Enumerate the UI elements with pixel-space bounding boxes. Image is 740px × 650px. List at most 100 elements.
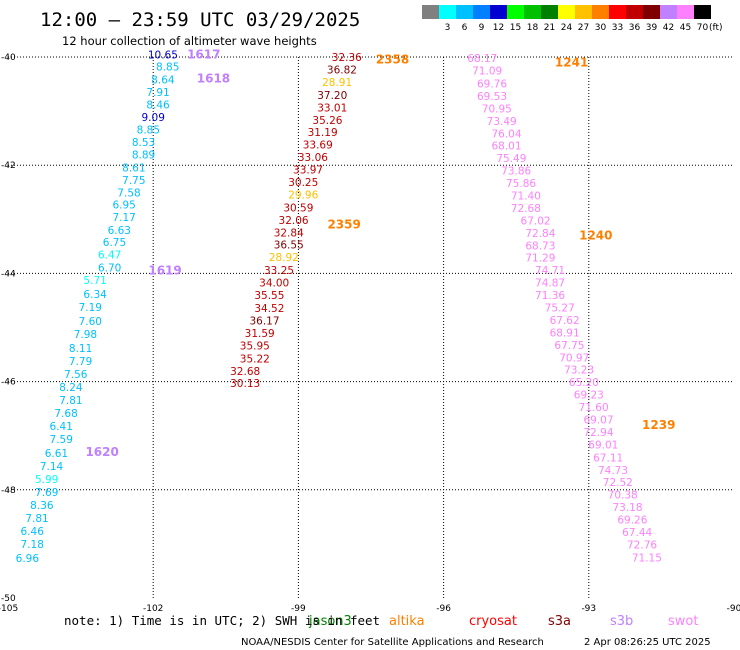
colorbar-swatch: [694, 5, 711, 19]
wave-height-label: 74.87: [535, 278, 565, 290]
wave-height-label: 7.58: [117, 187, 140, 199]
colorbar-swatch: [609, 5, 626, 19]
wave-height-label: 8.61: [122, 162, 145, 174]
wave-height-label: 71.60: [579, 402, 609, 414]
wave-height-label: 73.86: [501, 166, 531, 178]
wave-height-label: 68.91: [550, 327, 580, 339]
wave-height-label: 76.04: [491, 128, 521, 140]
wave-height-label: 8.46: [146, 100, 170, 112]
pass-time-labels: 1617 1618 1619 1620 2358 2359 1241 1240 1239: [85, 47, 675, 459]
wave-height-label: 6.61: [45, 448, 68, 460]
y-tick-label: -48: [1, 486, 16, 496]
wave-height-label: 29.96: [288, 189, 318, 201]
colorbar-swatch: [422, 5, 439, 19]
legend-entry: swot: [668, 614, 698, 629]
wave-height-label: 7.75: [122, 175, 145, 187]
colorbar-swatch: [473, 5, 490, 19]
wave-height-label: 70.95: [482, 103, 512, 115]
wave-height-label: 73.49: [487, 116, 517, 128]
colorbar-tick-label: 30: [595, 23, 607, 33]
wave-height-label: 33.06: [298, 152, 328, 164]
colorbar-tick-label: 36: [629, 23, 641, 33]
wave-height-label: 6.34: [83, 289, 107, 301]
wave-height-label: 72.94: [583, 427, 613, 439]
wave-height-label: 8.24: [59, 382, 83, 394]
colorbar-tick-label: 39: [646, 23, 658, 33]
wave-height-labels: 10.658.858.647.918.469.098.858.538.898.6…: [16, 49, 662, 565]
pass-time-label: 2359: [327, 218, 360, 232]
pass-time-label: 2358: [376, 53, 409, 67]
wave-height-label: 7.59: [50, 434, 73, 446]
wave-height-label: 71.29: [525, 253, 555, 265]
wave-height-label: 73.23: [564, 365, 594, 377]
wave-height-label: 32.68: [230, 366, 260, 378]
colorbar-tick-label: 42: [663, 23, 674, 33]
wave-height-label: 7.68: [54, 408, 77, 420]
colorbar-swatch: [660, 5, 677, 19]
wave-height-label: 74.71: [535, 265, 565, 277]
wave-height-label: 68.73: [525, 240, 555, 252]
wave-height-label: 8.36: [30, 500, 54, 512]
wave-height-label: 34.52: [254, 303, 284, 315]
wave-height-label: 69.26: [617, 515, 647, 527]
satellite-legend: jason3 altika cryosat s3a s3b swot: [308, 614, 698, 629]
colorbar: 3 6 9 12 15 18 21 24 27 30 33 36 39 42 45 70 (ft): [422, 5, 723, 33]
colorbar-tick-label: 9: [479, 23, 485, 33]
wave-height-label: 74.73: [598, 465, 628, 477]
wave-height-label: 6.46: [21, 526, 45, 538]
wave-height-label: 33.69: [303, 140, 333, 152]
wave-height-label: 71.15: [632, 552, 662, 564]
wave-height-label: 69.07: [583, 414, 613, 426]
wave-height-label: 67.75: [554, 340, 584, 352]
colorbar-swatch: [507, 5, 524, 19]
colorbar-swatch: [592, 5, 609, 19]
colorbar-swatch: [524, 5, 541, 19]
legend-entry: jason3: [308, 614, 352, 629]
wave-height-label: 33.01: [317, 102, 347, 114]
wave-height-label: 67.62: [550, 315, 580, 327]
wave-height-label: 35.95: [240, 340, 270, 352]
plot-grid: -105 -102 -99 -96 -93 -90 -40 -42 -44 -46 -48 -50: [0, 53, 740, 614]
legend-entry: s3b: [610, 614, 633, 629]
wave-height-label: 72.76: [627, 539, 657, 551]
chart-subtitle: 12 hour collection of altimeter wave hei…: [62, 34, 317, 48]
wave-height-label: 6.70: [98, 262, 121, 274]
wave-height-label: 36.82: [327, 64, 357, 76]
wave-height-label: 8.85: [156, 62, 179, 74]
wave-height-label: 37.20: [317, 90, 347, 102]
wave-height-label: 68.01: [491, 141, 521, 153]
wave-height-label: 7.19: [79, 302, 102, 314]
x-tick-label: -90: [727, 604, 740, 614]
wave-height-label: 6.41: [50, 421, 73, 433]
wave-height-label: 72.84: [525, 228, 555, 240]
wave-height-label: 7.81: [25, 513, 48, 525]
pass-time-label: 1618: [197, 72, 230, 86]
wave-height-label: 5.71: [83, 275, 106, 287]
wave-height-label: 31.19: [308, 127, 338, 139]
wave-height-label: 7.79: [69, 356, 92, 368]
x-tick-label: -99: [291, 604, 306, 614]
pass-time-label: 1619: [148, 264, 181, 278]
wave-height-label: 75.86: [506, 178, 536, 190]
colorbar-tick-label: 12: [493, 23, 504, 33]
wave-height-label: 30.25: [288, 177, 318, 189]
pass-time-label: 1620: [85, 445, 118, 459]
colorbar-tick-label: 24: [561, 23, 573, 33]
wave-height-label: 32.84: [274, 227, 304, 239]
colorbar-unit: (ft): [709, 23, 723, 33]
wave-height-label: 67.11: [593, 452, 623, 464]
wave-height-label: 69.01: [588, 439, 618, 451]
y-tick-label: -46: [1, 378, 16, 388]
wave-height-label: 32.06: [279, 215, 309, 227]
pass-time-label: 1617: [187, 47, 220, 61]
wave-height-label: 34.00: [259, 278, 289, 290]
wave-height-label: 35.22: [240, 353, 270, 365]
wave-height-label: 6.95: [112, 200, 135, 212]
wave-height-label: 7.91: [146, 87, 169, 99]
chart-title: 12:00 — 23:59 UTC 03/29/2025: [40, 9, 360, 31]
wave-height-label: 75.27: [545, 302, 575, 314]
footer-credit: NOAA/NESDIS Center for Satellite Applica…: [241, 637, 544, 648]
wave-height-label: 28.92: [269, 252, 299, 264]
y-tick-label: -40: [1, 53, 16, 63]
